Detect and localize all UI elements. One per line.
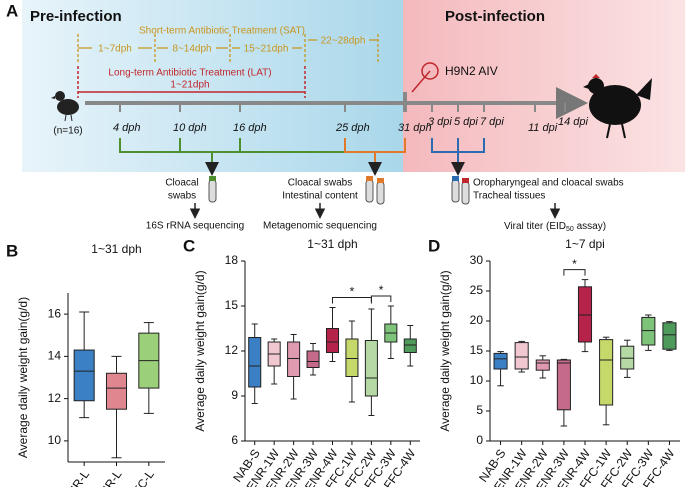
significance-star: * [572, 257, 577, 271]
timepoint: 4 dph [113, 122, 141, 134]
sat-period: 8~14dph [172, 44, 211, 55]
y-axis-label: Average daily weight gain(g/d) [16, 297, 30, 458]
post-infection: Post-infection [445, 8, 545, 25]
box [105, 372, 128, 410]
sat-period: 15~21dph [244, 44, 289, 55]
y-tick-label: 30 [470, 253, 484, 267]
sample: Cloacal swabs [288, 178, 352, 189]
tube-icons [208, 176, 470, 205]
sample: Oropharyngeal and cloacal swabs [473, 178, 624, 189]
assay: 16S rRNA sequencing [146, 221, 244, 232]
x-tick-label: ENR-L [92, 467, 124, 487]
y-tick-label: 18 [225, 253, 239, 267]
y-tick-label: 5 [476, 403, 483, 417]
sample: swabs [168, 191, 196, 202]
sat-period: 22~28dph [321, 36, 366, 47]
timepoint: 16 dph [233, 122, 267, 134]
sample: Cloacal [165, 178, 198, 189]
y-tick-label: 10 [470, 373, 484, 387]
box [248, 337, 262, 388]
virus-icon [411, 62, 439, 93]
chart-title: 1~31 dph [91, 242, 141, 256]
box [364, 340, 378, 397]
box [73, 349, 95, 402]
timepoint: 25 dph [335, 122, 370, 134]
box [599, 339, 614, 406]
y-tick-label: 0 [476, 433, 483, 447]
box [514, 342, 529, 370]
sample: Intestinal content [282, 191, 358, 202]
assay: Viral titer (EID50 assay) [504, 221, 606, 233]
timepoint: 5 dpi [454, 116, 478, 128]
box [403, 338, 417, 353]
virus-label: H9N2 AIV [445, 64, 498, 78]
significance-star: * [379, 283, 384, 297]
sample: Tracheal tissues [473, 191, 545, 202]
lat-period: 1~21dph [170, 80, 209, 91]
y-axis-label: Average daily weight gain(g/d) [438, 270, 452, 431]
box [535, 359, 550, 371]
box [306, 350, 320, 368]
y-tick-label: 9 [231, 388, 238, 402]
timepoint: 14 dpi [558, 116, 589, 128]
timepoint: 10 dph [173, 122, 207, 134]
y-tick-label: 12 [48, 391, 62, 405]
significance-star: * [350, 285, 355, 299]
hen-icon [583, 74, 652, 139]
sampling-brackets [119, 138, 485, 176]
box [620, 345, 635, 370]
box [577, 286, 593, 343]
assay-arrows [189, 203, 561, 219]
x-tick-label: FFC-L [126, 467, 157, 487]
box [641, 316, 656, 346]
timepoint: 3 dpi [428, 116, 452, 128]
timepoint: 7 dpi [480, 116, 504, 128]
post-background [403, 0, 685, 172]
y-tick-label: 6 [231, 433, 238, 447]
y-tick-label: 15 [470, 343, 484, 357]
timeline-ticks [119, 92, 566, 112]
panel-letter: D [428, 236, 440, 255]
box [556, 359, 571, 411]
y-tick-label: 15 [225, 298, 239, 312]
pre-background [22, 0, 403, 172]
lat-label: Long-term Antibiotic Treatment (LAT) [108, 68, 271, 79]
y-tick-label: 10 [48, 433, 62, 447]
y-tick-label: 25 [470, 283, 484, 297]
chick-icon [51, 91, 79, 122]
significance-bracket [370, 295, 392, 302]
chart-title: 1~31 dph [307, 237, 357, 251]
y-tick-label: 16 [48, 306, 62, 320]
y-tick-label: 14 [48, 349, 62, 363]
box [662, 322, 677, 350]
box [493, 352, 508, 370]
timepoint: 31 dph [398, 122, 432, 134]
panel-letter: A [6, 1, 18, 20]
timepoint: 11 dpi [528, 122, 558, 134]
panel-letter: B [6, 241, 18, 260]
assay-text: Viral titer (EID [504, 221, 566, 232]
lat-arrow [77, 66, 306, 98]
assay: Metagenomic sequencing [263, 221, 377, 232]
sat-period: 1~7dph [98, 44, 132, 55]
pre-infection: Pre-infection [30, 8, 122, 25]
y-axis-label: Average daily weight gain(g/d) [193, 270, 207, 431]
x-tick-label: NNR-L [60, 467, 93, 487]
sample-size: (n=16) [53, 126, 82, 137]
assay-subscript: 50 [566, 226, 574, 233]
sat-label: Short-term Antibiotic Treatment (SAT) [139, 26, 305, 37]
y-tick-label: 12 [225, 343, 239, 357]
assay-text: assay) [574, 221, 606, 232]
significance-bracket [563, 269, 586, 276]
y-tick-label: 20 [470, 313, 484, 327]
chart-title: 1~7 dpi [565, 237, 605, 251]
panel-letter: C [183, 236, 195, 255]
box [345, 338, 359, 377]
box [287, 341, 301, 377]
box [325, 328, 340, 353]
